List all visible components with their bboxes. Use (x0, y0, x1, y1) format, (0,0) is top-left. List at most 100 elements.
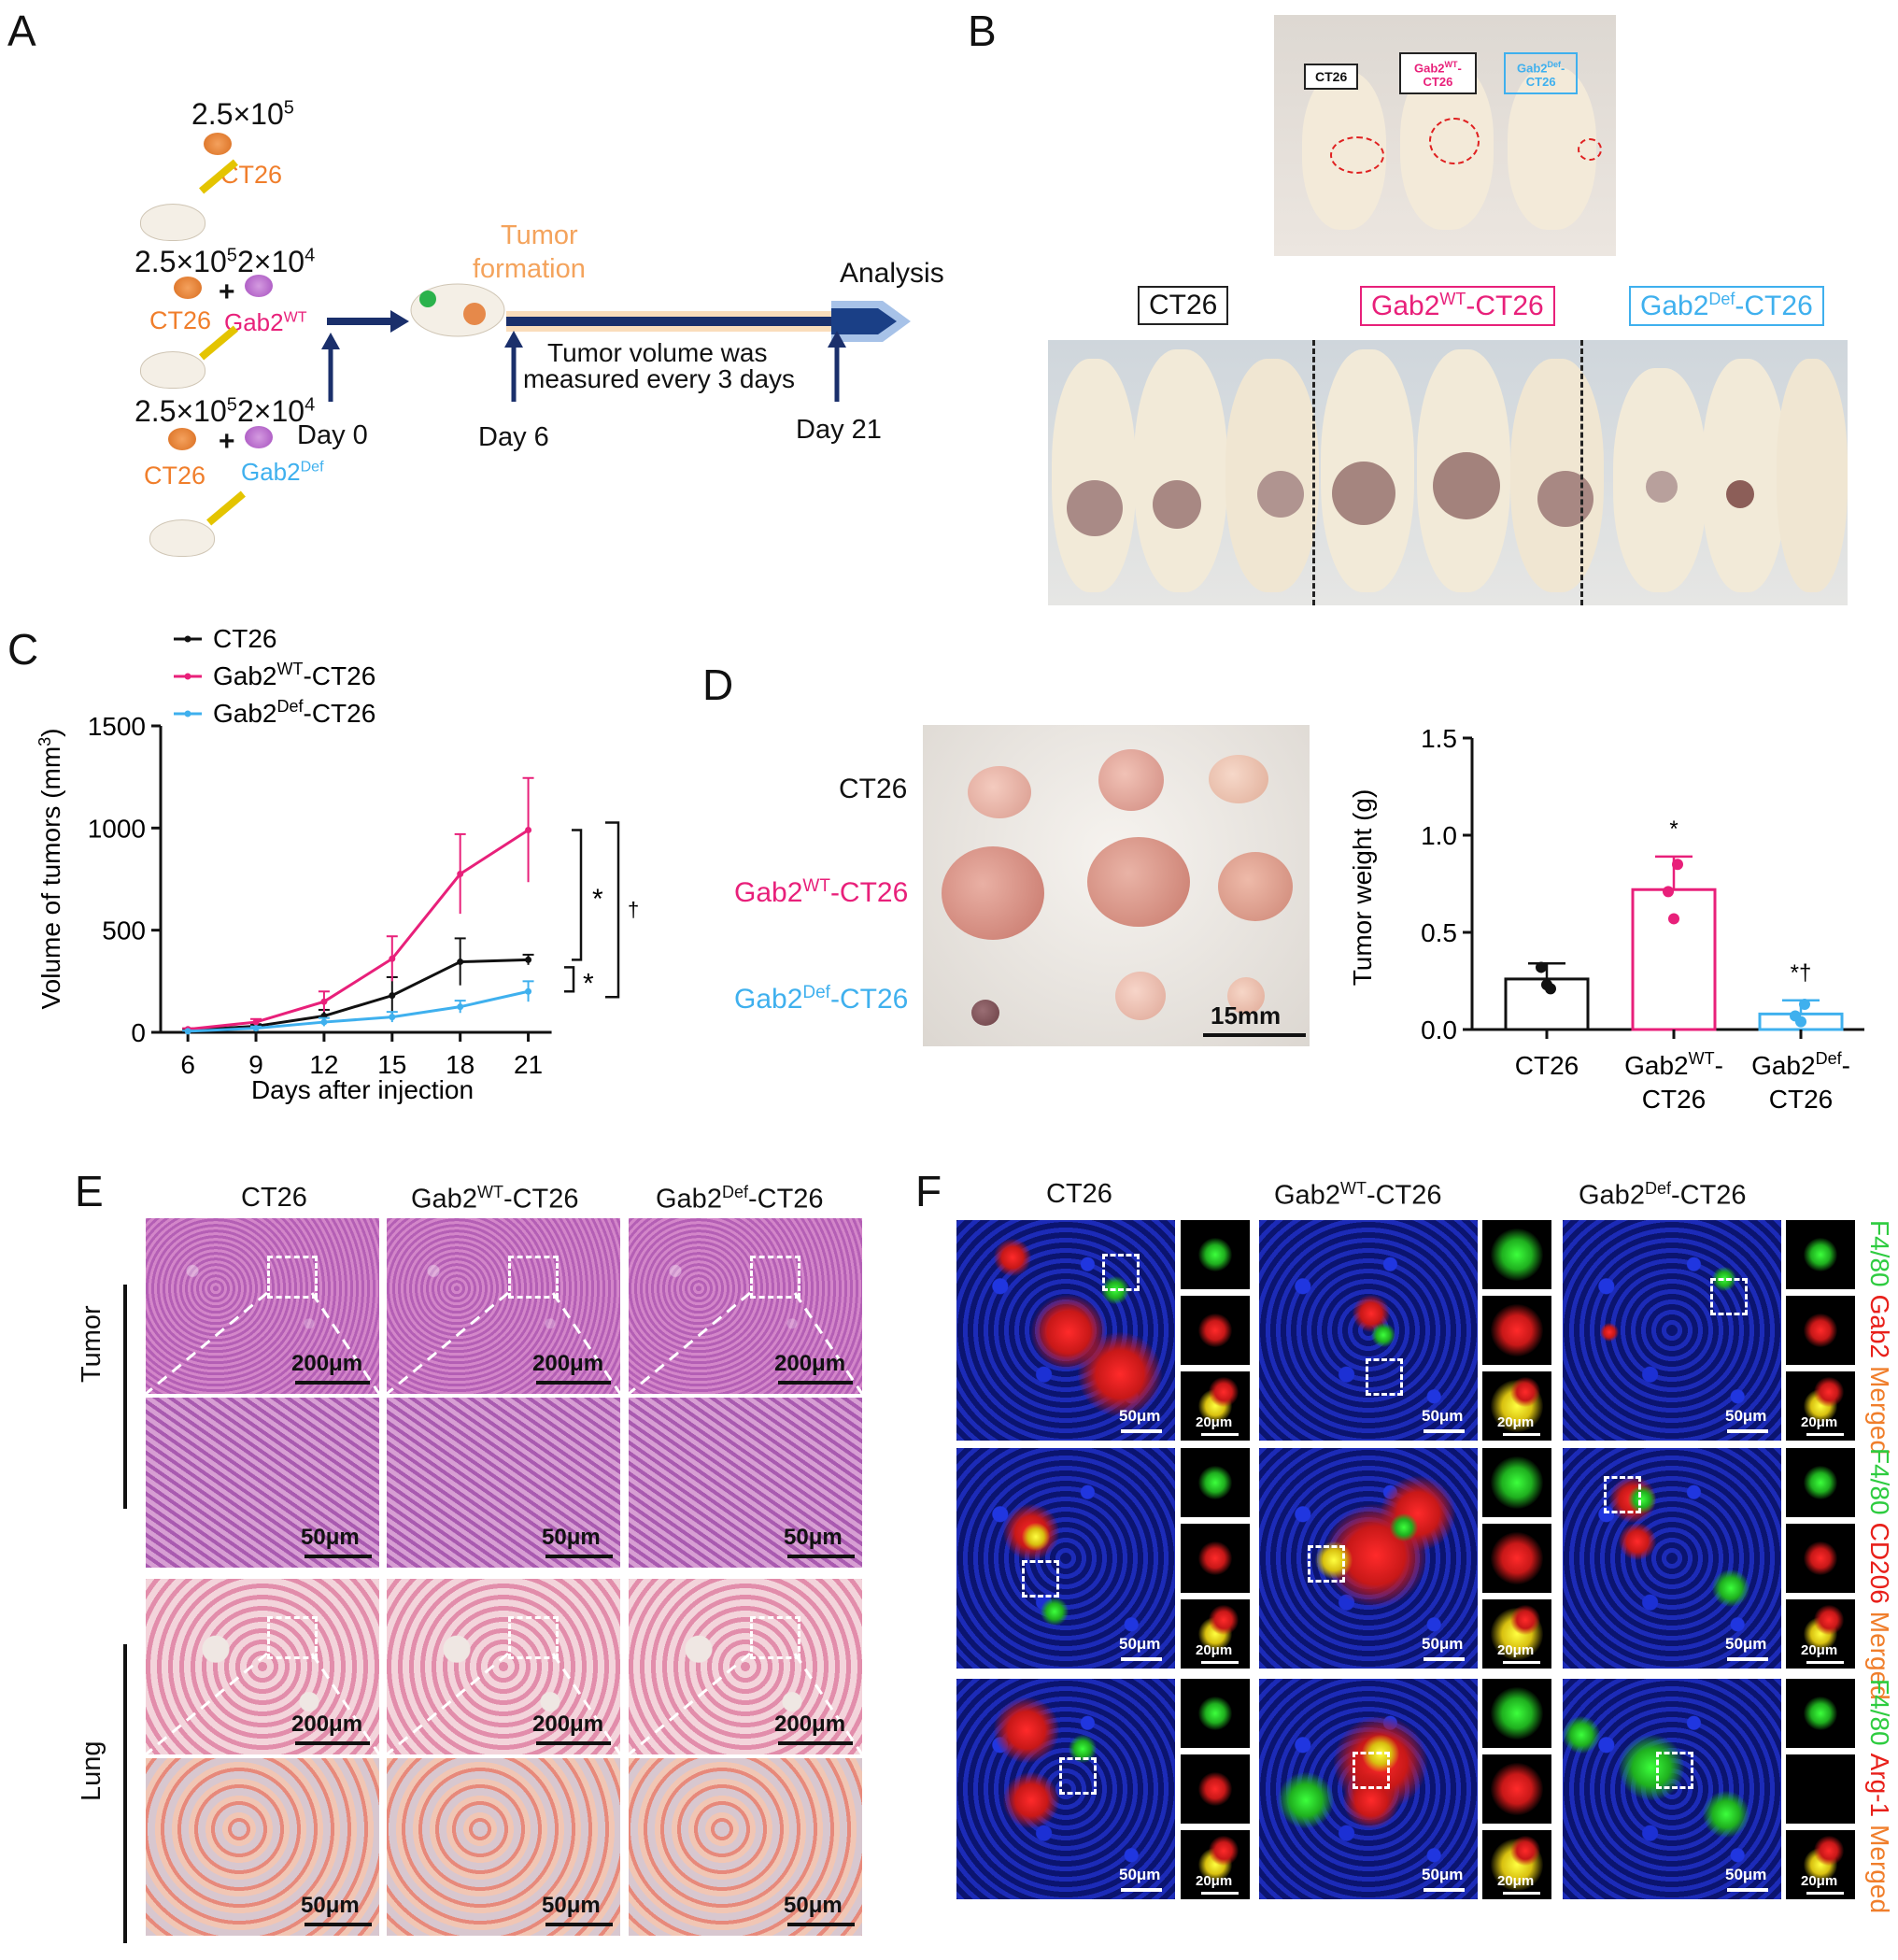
data-point (389, 1014, 396, 1021)
x-axis-label: Days after injection (251, 1075, 474, 1104)
stained-cell (1804, 1541, 1837, 1575)
stained-cell (1491, 1687, 1543, 1740)
scale-bar-label: 50μm (1422, 1866, 1464, 1883)
merged-channel-inset: 20μm (1181, 1830, 1250, 1899)
ct26-suffix: -CT26 (1466, 291, 1544, 321)
tumor-specimen (971, 1000, 999, 1026)
mouse-body (1777, 359, 1848, 592)
bar-group-0: CT26 (1504, 961, 1590, 1080)
zoom-line (146, 1652, 268, 1754)
zoom-lines (387, 1652, 620, 1754)
zoom-region-box (1353, 1752, 1390, 1789)
tumor-specimen (1209, 755, 1268, 803)
ct26-text: CT26 (1423, 75, 1453, 90)
gab2-wt-label: Gab2WT (224, 308, 306, 337)
ct26-cells-icon (204, 133, 232, 155)
mouse-icon (149, 519, 215, 557)
significance-dagger: † (628, 898, 639, 921)
scale-bar (1201, 1892, 1239, 1895)
data-point (1672, 859, 1683, 871)
gab2-text: Gab2 (1517, 61, 1548, 76)
y-tick-label: 1000 (88, 814, 146, 843)
data-point (389, 992, 396, 1000)
stained-cell-cluster (1078, 1332, 1162, 1416)
tumor-bump (1646, 471, 1678, 503)
series-2 (182, 980, 534, 1035)
marker-channel-inset (1786, 1524, 1855, 1593)
merged-channel-inset: 20μm (1786, 1371, 1855, 1441)
scale-bar-label: 200μm (532, 1351, 604, 1376)
data-point (252, 1018, 260, 1026)
ct26-suffix: -CT26 (829, 877, 909, 908)
stained-cell-cluster (1619, 1523, 1656, 1560)
tumor-outline (1330, 136, 1384, 174)
stained-cell (1209, 1836, 1239, 1866)
ct26-label: CT26 (149, 306, 212, 334)
mouse-body (1702, 359, 1786, 592)
x-tick-label: CT26 (1515, 1051, 1579, 1080)
x-tick-label: 18 (446, 1050, 474, 1079)
y-tick-label: 1.5 (1421, 724, 1457, 753)
legend-marker (184, 673, 191, 680)
scale-bar (305, 1555, 372, 1558)
arrowhead-icon (828, 331, 846, 348)
scale-bar (787, 1555, 855, 1558)
scale-bar (1424, 1429, 1465, 1433)
dose-label: 2.5×105 (135, 245, 237, 279)
scale-bar (1727, 1429, 1768, 1433)
channel-name: Merged (1865, 1366, 1894, 1456)
scale-bar-label: 50μm (542, 1525, 601, 1550)
stained-cell (1814, 1377, 1844, 1407)
zoom-region-box (1308, 1545, 1345, 1583)
gab2-text: Gab2 (656, 1184, 722, 1214)
gab2-def-label: Gab2Def (241, 458, 324, 487)
significance-bracket (572, 829, 583, 961)
channel-name: Merged (1865, 1825, 1894, 1914)
x-tick-label: 12 (309, 1050, 338, 1079)
stained-cell (1814, 1836, 1844, 1866)
tumor-specimen (942, 846, 1044, 940)
syringe-icon (206, 490, 246, 526)
dose-text: 2×10 (237, 245, 305, 278)
measure-line-2: measured every 3 days (523, 364, 796, 393)
he-image-lung-magnified: 50μm (629, 1758, 862, 1936)
row-label-ct26: CT26 (839, 774, 908, 804)
fluorescence-image: 50μm (1259, 1220, 1478, 1441)
stained-cell-cluster (1041, 1598, 1069, 1626)
stained-cell-cluster (1022, 1523, 1050, 1551)
legend-marker (184, 710, 191, 717)
bar (1631, 888, 1717, 1031)
dose-text: 2×10 (237, 394, 305, 428)
stained-cell (1814, 1605, 1844, 1635)
scale-bar (1503, 1661, 1540, 1664)
data-point (1790, 1010, 1801, 1022)
gab2-text: Gab2 (1640, 291, 1709, 321)
scale-bar-label: 50μm (1725, 1635, 1767, 1653)
he-image-lung-overview: 200μm (629, 1579, 862, 1754)
stained-cell (1804, 1466, 1837, 1499)
fluorescence-image: 50μm (1563, 1448, 1781, 1669)
zoom-region-box (1022, 1560, 1059, 1598)
zoom-region-box (1710, 1278, 1748, 1315)
fluorescence-image: 50μm (956, 1220, 1175, 1441)
tumor-bump (1067, 480, 1123, 536)
scale-bar (1806, 1433, 1844, 1436)
x-tick-label: CT26 (1642, 1085, 1706, 1114)
def-superscript: Def (802, 983, 830, 1002)
scale-bar-label: 20μm (1196, 1873, 1233, 1889)
y-tick-label: 500 (102, 916, 146, 945)
series-line (188, 958, 529, 1032)
stained-cell (1198, 1466, 1232, 1499)
arrowhead-icon (504, 331, 523, 348)
dose-exponent: 5 (283, 97, 294, 119)
dose-exponent: 4 (305, 394, 316, 416)
stained-cell (1491, 1763, 1543, 1815)
scale-bar-label: 200μm (774, 1711, 846, 1737)
def-superscript: Def (300, 459, 324, 476)
significance-star: * (583, 968, 594, 999)
data-point (389, 955, 396, 962)
zoom-region-box (1604, 1476, 1641, 1513)
scale-bar (1806, 1892, 1844, 1895)
column-label-gab2-wt: Gab2WT-CT26 (411, 1183, 579, 1215)
gab2-text: Gab2 (734, 984, 803, 1015)
